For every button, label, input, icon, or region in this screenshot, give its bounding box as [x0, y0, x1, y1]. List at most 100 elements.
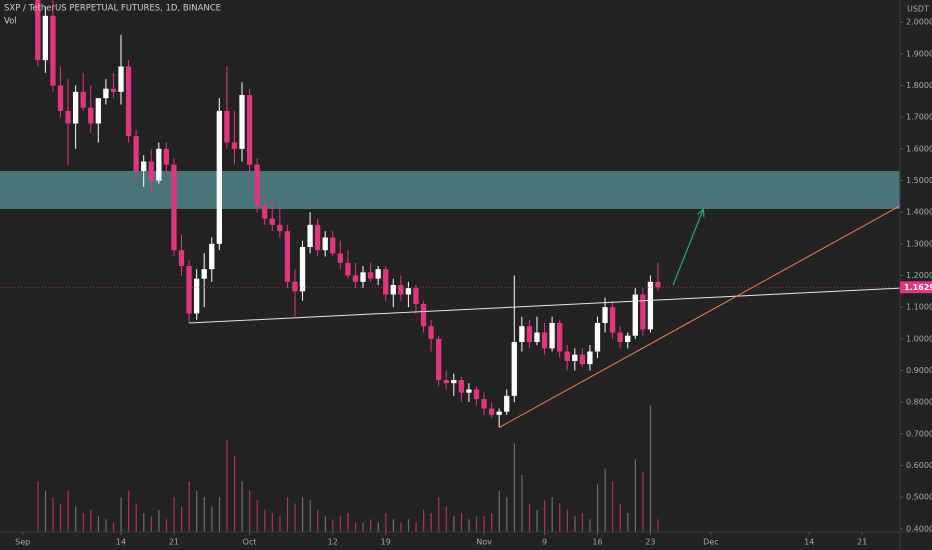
candle-body: [246, 95, 253, 165]
volume-bar: [589, 519, 591, 532]
candle-body: [488, 408, 495, 415]
candle-body: [428, 326, 434, 339]
candle-body: [511, 342, 517, 396]
candle-body: [209, 243, 215, 270]
candle-body: [322, 237, 328, 251]
volume-bar: [249, 490, 251, 532]
candle-body: [239, 95, 245, 149]
x-tick-label: Dec: [703, 538, 718, 547]
volume-bar: [181, 506, 183, 532]
candle-body: [640, 294, 646, 330]
candle-body: [405, 288, 412, 295]
volume-bar: [491, 513, 493, 532]
volume-bar: [264, 509, 266, 532]
x-tick-label: Oct: [243, 538, 257, 547]
volume-bar: [407, 519, 410, 532]
y-tick-label: 1.1000: [906, 303, 932, 312]
candle-body: [330, 237, 336, 254]
trend-line: [189, 287, 901, 324]
candle-body: [436, 338, 442, 380]
x-tick-label: 21: [169, 538, 179, 547]
volume-bar: [196, 490, 198, 532]
volume-bar: [551, 497, 553, 532]
candle-body: [80, 91, 86, 108]
volume-bar: [90, 509, 92, 532]
volume-bar: [256, 500, 258, 532]
candle-body: [443, 380, 449, 384]
volume-bar: [279, 516, 281, 532]
y-tick-label: 0.5000: [906, 493, 932, 502]
candle-body: [398, 285, 404, 295]
y-tick-label: 1.2000: [906, 271, 932, 280]
volume-bar: [67, 490, 69, 532]
volume-bar: [581, 513, 584, 532]
y-tick-label: 2.0000: [906, 18, 932, 27]
volume-bar: [188, 481, 190, 532]
candle-body: [383, 269, 389, 295]
volume-bar: [385, 513, 387, 532]
candle-body: [609, 307, 616, 333]
y-tick-label: 1.4000: [906, 208, 932, 217]
candle-body: [148, 161, 154, 181]
volume-bar: [544, 500, 546, 532]
volume-bar: [483, 516, 485, 532]
y-tick-label: 0.7000: [906, 429, 932, 438]
candle-body: [473, 389, 480, 399]
candle-body: [269, 218, 275, 225]
candle-body: [156, 148, 162, 181]
candle-body: [647, 281, 654, 330]
volume-bar: [112, 522, 115, 532]
volume-bar: [400, 522, 402, 532]
candle-body: [594, 323, 601, 352]
candle-body: [345, 262, 351, 276]
volume-bar: [430, 513, 432, 532]
candle-body: [141, 161, 147, 171]
volume-bar: [165, 519, 168, 532]
candle-body: [655, 281, 661, 288]
volume-bar: [60, 503, 62, 532]
x-tick-label: 14: [116, 538, 126, 547]
last-price-box: [900, 281, 932, 294]
candle-body: [178, 250, 185, 266]
volume-bar: [52, 497, 54, 532]
volume-bar: [392, 519, 394, 532]
volume-bar: [370, 519, 372, 532]
candle-body: [481, 399, 487, 409]
volume-bar: [143, 513, 145, 532]
volume-bar: [271, 513, 273, 532]
candle-body: [72, 91, 79, 124]
candle-body: [360, 272, 366, 282]
volume-bar: [97, 516, 100, 532]
y-tick-label: 1.8000: [906, 81, 932, 90]
trend-line: [498, 205, 901, 428]
volume-bar: [203, 497, 205, 532]
volume-bar: [634, 459, 636, 532]
candle-body: [193, 278, 200, 314]
candle-body: [625, 335, 631, 342]
volume-bar: [302, 497, 304, 532]
candle-body: [216, 110, 222, 244]
volume-bar: [286, 497, 289, 532]
volume-bar: [566, 509, 568, 532]
volume-bar: [521, 475, 523, 532]
volume-bar: [82, 513, 84, 532]
y-tick-label: 1.7000: [906, 113, 932, 122]
y-tick-label: 0.4000: [906, 524, 932, 533]
volume-bar: [324, 516, 326, 532]
volume-bar: [423, 509, 425, 532]
candle-body: [413, 288, 419, 304]
candle-body: [163, 148, 170, 165]
volume-bar: [294, 503, 296, 532]
y-tick-label: 1.6000: [906, 144, 932, 153]
candle-body: [526, 326, 533, 342]
x-tick-label: 23: [645, 538, 655, 547]
candle-body: [352, 275, 359, 282]
volume-bar: [377, 522, 379, 532]
volume-bar: [498, 490, 500, 532]
x-tick-label: Nov: [476, 538, 492, 547]
volume-bar: [438, 497, 440, 532]
candle-body: [519, 326, 525, 342]
volume-bar: [75, 506, 77, 532]
candle-body: [125, 66, 132, 137]
